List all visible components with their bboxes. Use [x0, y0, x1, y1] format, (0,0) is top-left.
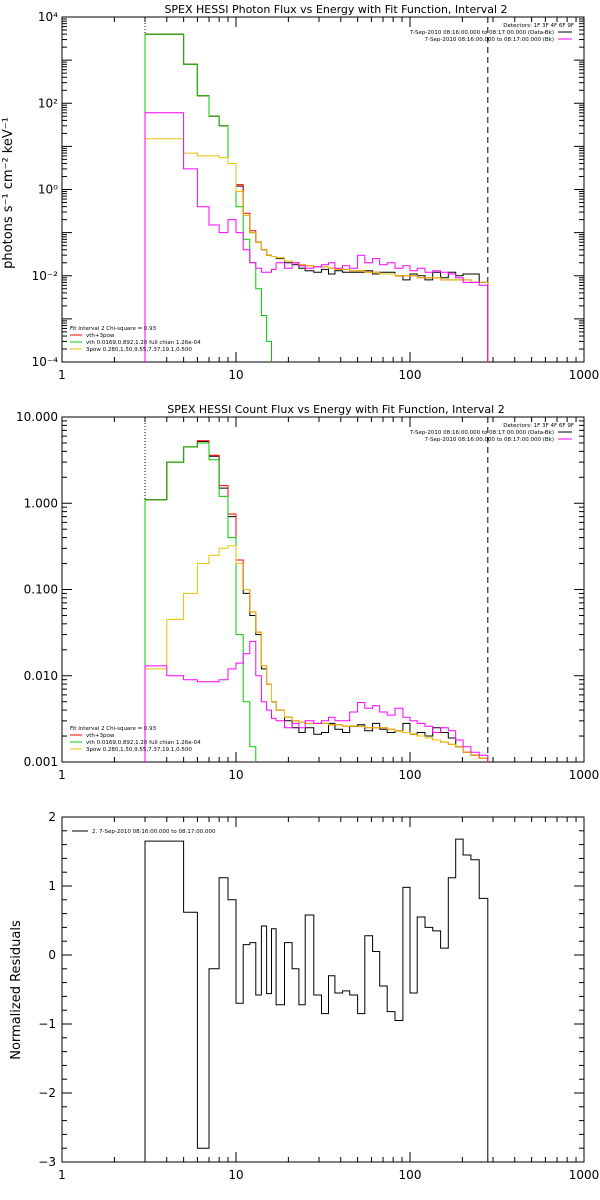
- x-tick-label: 1000: [569, 368, 600, 382]
- series-1-line: [144, 440, 489, 762]
- series-0-line: [144, 838, 489, 1162]
- x-tick-label: 10: [228, 1168, 243, 1182]
- legend-header: Detectors: 1F 3F 4F 6F 9F: [503, 23, 574, 29]
- y-tick-label: 10.000: [16, 410, 58, 424]
- y-tick-label: 2: [48, 810, 56, 824]
- y-tick-label: 0: [48, 948, 56, 962]
- series-group: [144, 440, 489, 762]
- y-tick-label: 10⁻²: [32, 269, 59, 283]
- photon-flux-y-label: photons s⁻¹ cm⁻² keV⁻¹: [1, 117, 16, 269]
- series-0-line: [144, 33, 489, 362]
- fit-legend-header: Fit Interval 2 Chi-square = 0.93: [70, 726, 157, 732]
- y-tick-label: 1.000: [24, 496, 58, 510]
- y-tick-label: −3: [38, 1155, 56, 1169]
- fit-legend-header: Fit Interval 2 Chi-square = 0.93: [70, 326, 157, 332]
- fit-legend-entry: 3pow 0.280,1.50,9.55,7.37,19.1,0.500: [86, 347, 192, 353]
- legend-entry: 7-Sep-2010 08:16:00.000 to 08:17:00.000 …: [425, 437, 555, 443]
- x-tick-label: 1000: [569, 768, 600, 782]
- residuals-panel: Normalized Residuals 1 10 100 1000 −3 −2 −1 0 1 2…: [9, 810, 599, 1182]
- photon-flux-panel: SPEX HESSI Photon Flux vs Energy with Fi…: [1, 3, 599, 382]
- x-tick-label: 100: [399, 768, 422, 782]
- fit-legend-entry: vth+3pow: [86, 333, 115, 339]
- fit-legend-entry: 3pow 0.280,1.50,9.55,7.37,19.1,0.500: [86, 747, 192, 753]
- y-tick-label: −2: [38, 1086, 56, 1100]
- x-tick-label: 1: [58, 768, 66, 782]
- legend-entry: 7-Sep-2010 08:16:00.000 to 08:17:00.000 …: [410, 30, 554, 36]
- fit-legend-entry: vth 0.0169,0.892,1.20 full chian 1.26e-0…: [86, 740, 201, 746]
- residuals-y-label: Normalized Residuals: [9, 920, 24, 1060]
- legend-header: Detectors: 1F 3F 4F 6F 9F: [503, 423, 574, 429]
- series-group: [144, 33, 489, 362]
- y-tick-label: 10⁴: [38, 10, 58, 24]
- series-4-line: [144, 640, 489, 762]
- series-group: [144, 838, 489, 1162]
- x-tick-label: 10: [228, 368, 243, 382]
- series-1-line: [144, 33, 489, 362]
- x-tick-label: 1: [58, 368, 66, 382]
- plot-frame: [61, 816, 585, 1163]
- x-tick-label: 100: [399, 368, 422, 382]
- y-tick-label: 10²: [38, 96, 58, 110]
- series-2-line: [144, 33, 272, 362]
- x-tick-label: 10: [228, 768, 243, 782]
- fit-legend-entry: vth+3pow: [86, 733, 115, 739]
- y-tick-label: 10⁻⁴: [32, 355, 59, 369]
- x-tick-label: 100: [399, 1168, 422, 1182]
- legend-entry: 7-Sep-2010 08:16:00.000 to 08:17:00.000 …: [410, 430, 554, 436]
- y-tick-label: 0.001: [24, 755, 58, 769]
- count-flux-title: SPEX HESSI Count Flux vs Energy with Fit…: [167, 403, 504, 416]
- x-tick-label: 1000: [569, 1168, 600, 1182]
- plot-frame: [61, 16, 585, 363]
- y-tick-label: 10⁰: [38, 183, 58, 197]
- photon-flux-title: SPEX HESSI Photon Flux vs Energy with Fi…: [164, 3, 507, 16]
- count-flux-panel: SPEX HESSI Count Flux vs Energy with Fit…: [16, 403, 599, 782]
- legend-entry: 7-Sep-2010 08:16:00.000 to 08:17:00.000 …: [425, 37, 555, 43]
- y-tick-label: 0.010: [24, 669, 58, 683]
- y-tick-label: −1: [38, 1017, 56, 1031]
- series-0-line: [144, 441, 489, 762]
- series-3-line: [144, 138, 489, 362]
- fit-legend-entry: vth 0.0169,0.892,1.20 full chian 1.26e-0…: [86, 340, 201, 346]
- series-4-line: [144, 112, 489, 362]
- plot-frame: [61, 416, 585, 763]
- y-tick-label: 0.100: [24, 583, 58, 597]
- y-tick-label: 1: [48, 879, 56, 893]
- x-tick-label: 1: [58, 1168, 66, 1182]
- legend-entry: 2. 7-Sep-2010 08:16:00.000 to 08:17:00.0…: [92, 829, 216, 835]
- series-2-line: [144, 442, 257, 762]
